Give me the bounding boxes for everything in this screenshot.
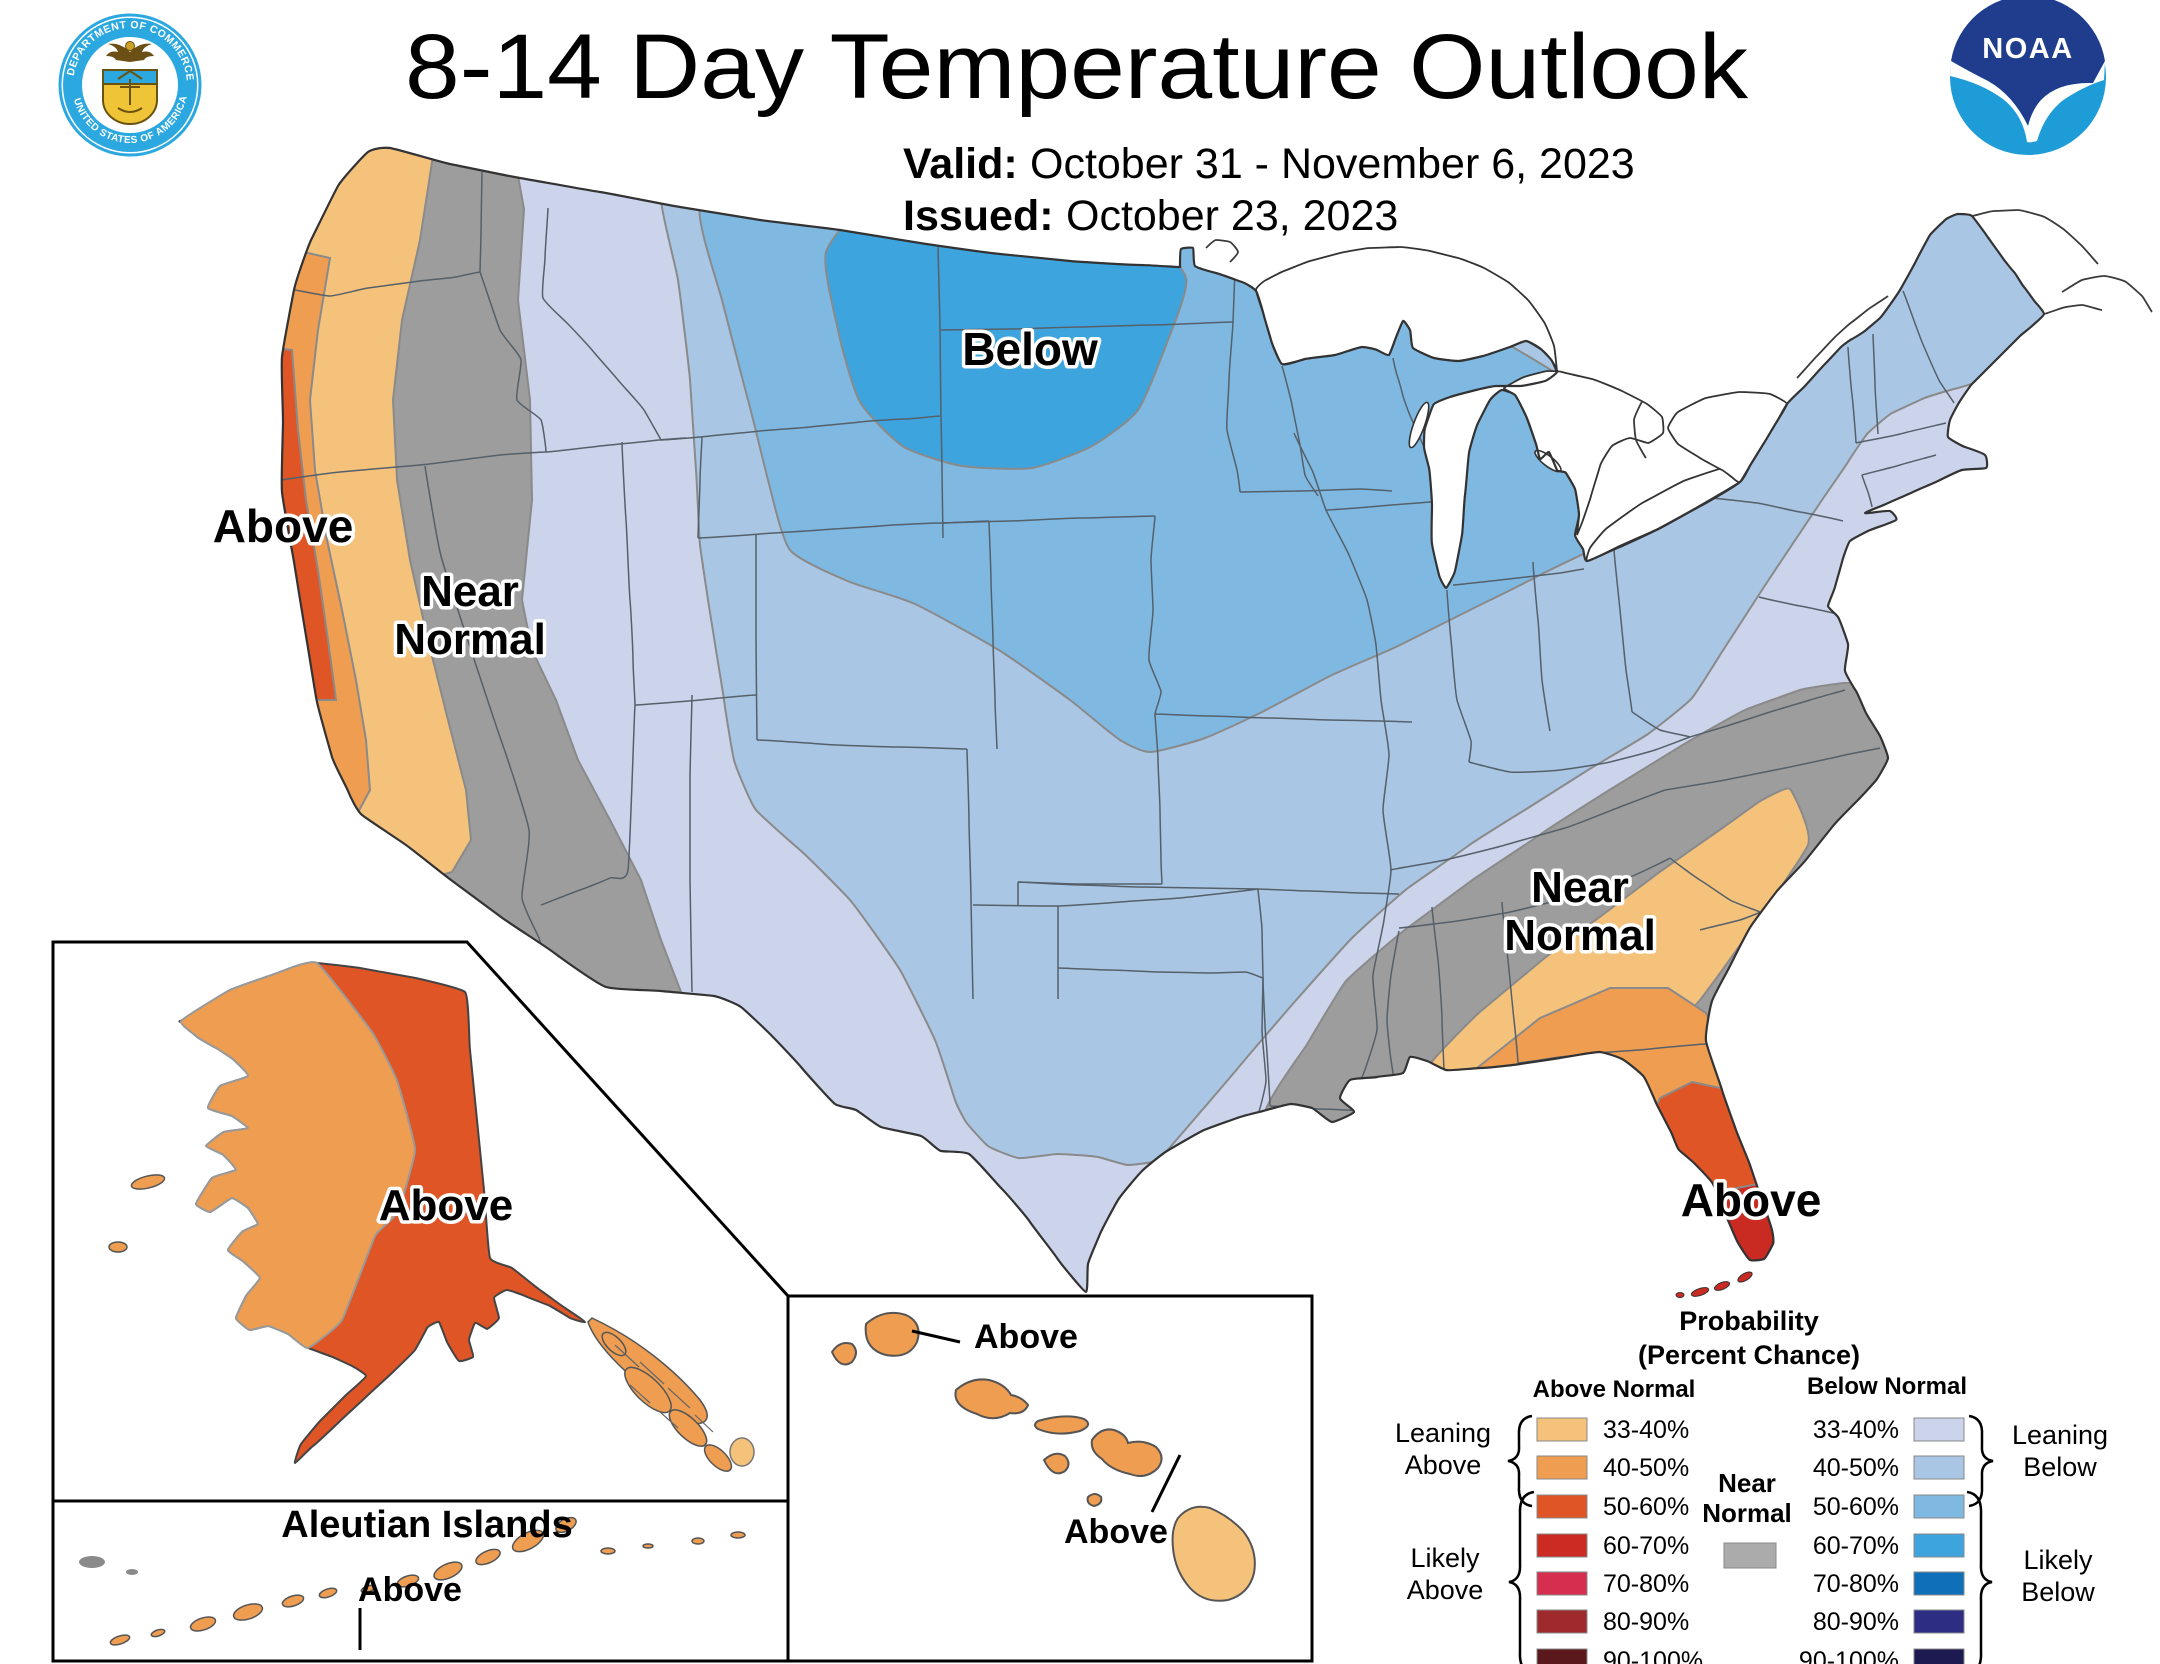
svg-text:Likely: Likely	[1410, 1543, 1480, 1573]
svg-text:50-60%: 50-60%	[1603, 1493, 1689, 1521]
svg-text:33-40%: 33-40%	[1603, 1416, 1689, 1444]
svg-text:Aleutian Islands: Aleutian Islands	[281, 1504, 572, 1546]
svg-text:Above: Above	[379, 1181, 513, 1230]
svg-text:Normal: Normal	[394, 615, 546, 664]
svg-text:Valid:: Valid:	[903, 140, 1018, 188]
svg-text:40-50%: 40-50%	[1813, 1454, 1899, 1482]
svg-text:Probability: Probability	[1679, 1306, 1819, 1336]
svg-text:Below Normal: Below Normal	[1807, 1373, 1967, 1400]
svg-text:Likely: Likely	[2023, 1545, 2093, 1575]
svg-text:60-70%: 60-70%	[1603, 1532, 1689, 1560]
svg-text:Normal: Normal	[1702, 1498, 1792, 1528]
svg-text:(Percent Chance): (Percent Chance)	[1638, 1340, 1860, 1370]
svg-text:Near: Near	[421, 567, 519, 616]
svg-text:90-100%: 90-100%	[1799, 1647, 1899, 1664]
svg-text:NOAA: NOAA	[1982, 33, 2073, 65]
svg-text:Below: Below	[962, 323, 1098, 375]
svg-text:80-90%: 80-90%	[1603, 1608, 1689, 1636]
svg-text:60-70%: 60-70%	[1813, 1532, 1899, 1560]
svg-text:Near: Near	[1531, 863, 1629, 912]
svg-text:Above Normal: Above Normal	[1533, 1376, 1696, 1403]
svg-text:October 31 - November 6, 2023: October 31 - November 6, 2023	[1030, 140, 1635, 188]
svg-text:Leaning: Leaning	[2012, 1420, 2108, 1450]
svg-text:50-60%: 50-60%	[1813, 1493, 1899, 1521]
svg-text:Above: Above	[1407, 1575, 1484, 1605]
svg-text:Below: Below	[2021, 1577, 2095, 1607]
svg-text:70-80%: 70-80%	[1603, 1570, 1689, 1598]
svg-text:70-80%: 70-80%	[1813, 1570, 1899, 1598]
svg-text:90-100%: 90-100%	[1603, 1647, 1703, 1664]
svg-text:40-50%: 40-50%	[1603, 1454, 1689, 1482]
svg-text:33-40%: 33-40%	[1813, 1416, 1899, 1444]
svg-text:Near: Near	[1718, 1468, 1776, 1498]
svg-text:8-14 Day Temperature Outlook: 8-14 Day Temperature Outlook	[405, 16, 1749, 118]
svg-text:Above: Above	[358, 1571, 462, 1609]
svg-text:Below: Below	[2023, 1452, 2097, 1482]
svg-text:Issued:: Issued:	[903, 192, 1054, 240]
svg-text:Above: Above	[1681, 1174, 1822, 1226]
svg-text:Leaning: Leaning	[1395, 1418, 1491, 1448]
svg-text:Above: Above	[1064, 1513, 1168, 1551]
svg-text:Above: Above	[1405, 1450, 1482, 1480]
svg-text:80-90%: 80-90%	[1813, 1608, 1899, 1636]
svg-text:Above: Above	[213, 500, 354, 552]
svg-text:Above: Above	[974, 1318, 1078, 1356]
svg-text:October 23, 2023: October 23, 2023	[1066, 192, 1398, 240]
svg-text:Normal: Normal	[1504, 911, 1656, 960]
